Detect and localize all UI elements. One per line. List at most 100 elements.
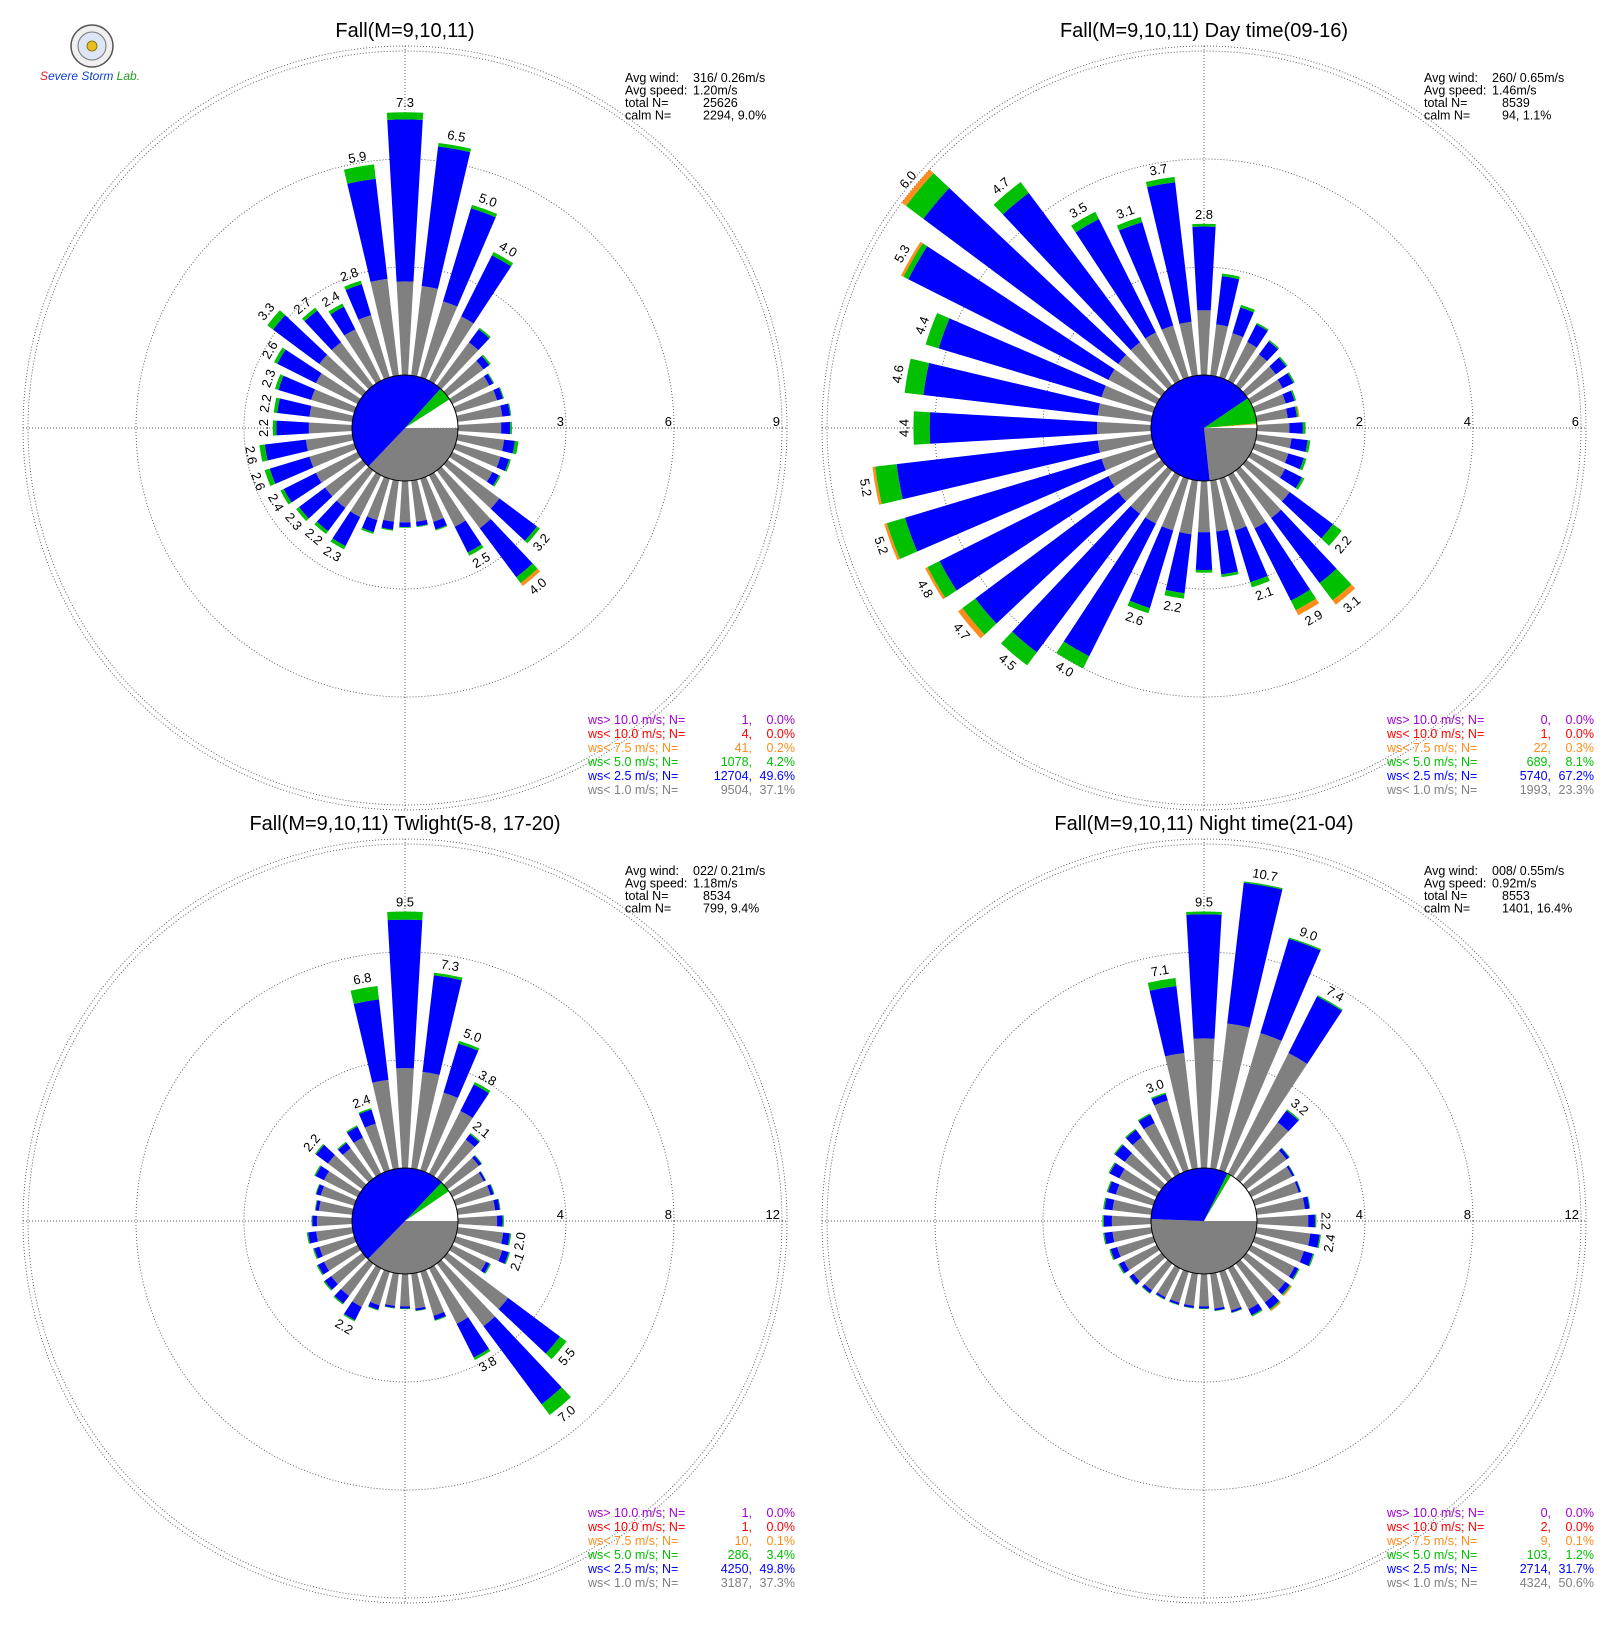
sector-bar-lt1 (372, 1079, 399, 1170)
legend-entry-label: ws< 2.5 m/s; N= (587, 769, 678, 783)
sector-bar-lt1 (1161, 325, 1189, 380)
sector-bar-lt1 (1130, 342, 1173, 390)
sector-bar-lt5 (541, 1387, 571, 1416)
legend-entry-label: ws< 2.5 m/s; N= (1386, 1562, 1477, 1576)
sector-bar-lt25 (316, 500, 346, 532)
sector-bar-lt1 (1242, 459, 1290, 502)
ring-tick-label: 8 (665, 1207, 672, 1222)
sector-bar-lt1 (1145, 332, 1181, 384)
sector-bar-lt25 (421, 146, 471, 289)
sector-bar-lt1 (342, 1148, 374, 1183)
stats-value: 799, 9.4% (703, 902, 759, 916)
sector-bar-lt25 (904, 458, 1106, 552)
center-pie-slice (1204, 424, 1257, 428)
legend-entry-label: ws< 5.0 m/s; N= (1386, 755, 1477, 769)
sector-bar-lt1 (1227, 472, 1266, 529)
sector-bar-lt5 (358, 1108, 372, 1115)
sector-bar-lt75 (520, 568, 541, 586)
sector-bar-lt25 (1254, 521, 1311, 601)
ring-tick-label: 6 (1572, 414, 1579, 429)
legend-entry-percent: 0.2% (767, 741, 796, 755)
sector-bar-lt5 (1127, 600, 1150, 614)
sector-value-label: 3.0 (1144, 1076, 1166, 1096)
sector-bar-lt1 (1210, 1023, 1250, 1170)
sector-bar-lt1 (331, 342, 374, 390)
sector-bar-lt1 (436, 342, 479, 390)
sector-bar-lt25 (501, 421, 511, 435)
sector-bar-lt5 (1113, 1143, 1124, 1155)
legend-entry-count: 1078, (721, 755, 752, 769)
legend-entry-percent: 0.0% (1566, 713, 1595, 727)
legend-entry-label: ws< 1.0 m/s; N= (587, 1576, 678, 1590)
sector-bar-lt25 (1002, 192, 1141, 351)
sector-bar-lt5 (1000, 631, 1037, 666)
stats-label: total N= (1424, 889, 1467, 903)
sector-bar-lt5 (311, 1215, 313, 1227)
sector-bar-lt5 (315, 1184, 320, 1195)
sector-bar-lt25 (399, 522, 411, 528)
stats-value: 022/ 0.21m/s (693, 864, 765, 878)
sector-bar-lt1 (1097, 403, 1153, 422)
sector-bar-lt1 (420, 476, 444, 522)
legend-entry-label: ws< 2.5 m/s; N= (587, 1562, 678, 1576)
sector-bar-lt25 (498, 1297, 561, 1354)
sector-bar-lt1 (1108, 369, 1160, 405)
sector-bar-lt5 (1108, 1162, 1116, 1174)
stats-value: 8534 (703, 889, 731, 903)
sector-bar-lt25 (314, 1246, 323, 1259)
sector-bar-lt25 (501, 1232, 510, 1246)
legend-entry-percent: 31.7% (1559, 1562, 1594, 1576)
sector-bar-lt5 (487, 373, 495, 384)
sector-value-label: 2.4 (350, 1091, 372, 1111)
legend-entry-label: ws< 5.0 m/s; N= (1386, 1548, 1477, 1562)
sector-bar-lt25 (416, 519, 428, 527)
seal-star-icon (86, 40, 98, 52)
legend-entry-label: ws< 7.5 m/s; N= (587, 741, 678, 755)
sector-bar-lt1 (1235, 466, 1282, 519)
sector-bar-lt1 (340, 1259, 374, 1296)
sector-bar-lt1 (1235, 354, 1268, 390)
sector-bar-lt25 (1119, 1261, 1130, 1274)
ring-tick-label: 12 (766, 1207, 780, 1222)
sector-bar-lt5 (484, 1263, 491, 1274)
sector-bar-lt5 (296, 507, 309, 522)
sector-bar-lt1 (456, 1200, 496, 1215)
center-pie-slice (405, 388, 450, 428)
sector-bar-lt5 (438, 142, 472, 153)
sector-bar-lt25 (468, 329, 490, 351)
stats-value: 1.18m/s (693, 877, 737, 891)
sector-bar-lt5 (1308, 1253, 1315, 1267)
sector-bar-lt25 (1289, 422, 1303, 434)
center-pie-slice (1151, 1168, 1228, 1221)
sector-bar-lt5 (1071, 211, 1099, 233)
legend-entry-count: 1, (1541, 727, 1551, 741)
sector-bar-lt5 (314, 1165, 322, 1176)
sector-bar-lt25 (1138, 1114, 1155, 1130)
sector-bar-lt5 (1290, 589, 1317, 611)
sector-bar-lt5 (1141, 1286, 1151, 1294)
stats-label: calm N= (625, 902, 671, 916)
legend-entry-label: ws< 10.0 m/s; N= (587, 727, 685, 741)
sector-bar-lt25 (1299, 1250, 1313, 1266)
sector-bar-lt1 (420, 1092, 459, 1173)
legend-entry-count: 0, (1541, 713, 1551, 727)
center-pie-border (351, 1167, 459, 1275)
sector-bar-lt5 (1305, 440, 1311, 453)
sector-bar-lt1 (1255, 434, 1292, 449)
sector-bar-lt25 (1012, 505, 1141, 653)
sector-bar-lt1 (436, 1139, 475, 1183)
sector-bar-lt25 (1286, 406, 1297, 419)
sector-bar-lt1 (1197, 310, 1211, 376)
sector-bar-lt1 (1133, 1252, 1166, 1282)
sector-bar-lt5 (490, 1184, 495, 1195)
sector-bar-lt25 (1186, 914, 1222, 1039)
sector-bar-lt25 (1149, 986, 1185, 1057)
sector-bar-lt5 (886, 517, 918, 559)
sector-bar-lt5 (1296, 1180, 1302, 1192)
sector-bar-lt25 (387, 119, 423, 282)
center-pie-slice (1204, 1175, 1257, 1221)
sector-bar-lt25 (1277, 1281, 1290, 1295)
legend-entry-count: 4, (742, 727, 752, 741)
ring-tick-label: 2 (1356, 414, 1363, 429)
sector-bar-lt75 (1332, 584, 1356, 605)
